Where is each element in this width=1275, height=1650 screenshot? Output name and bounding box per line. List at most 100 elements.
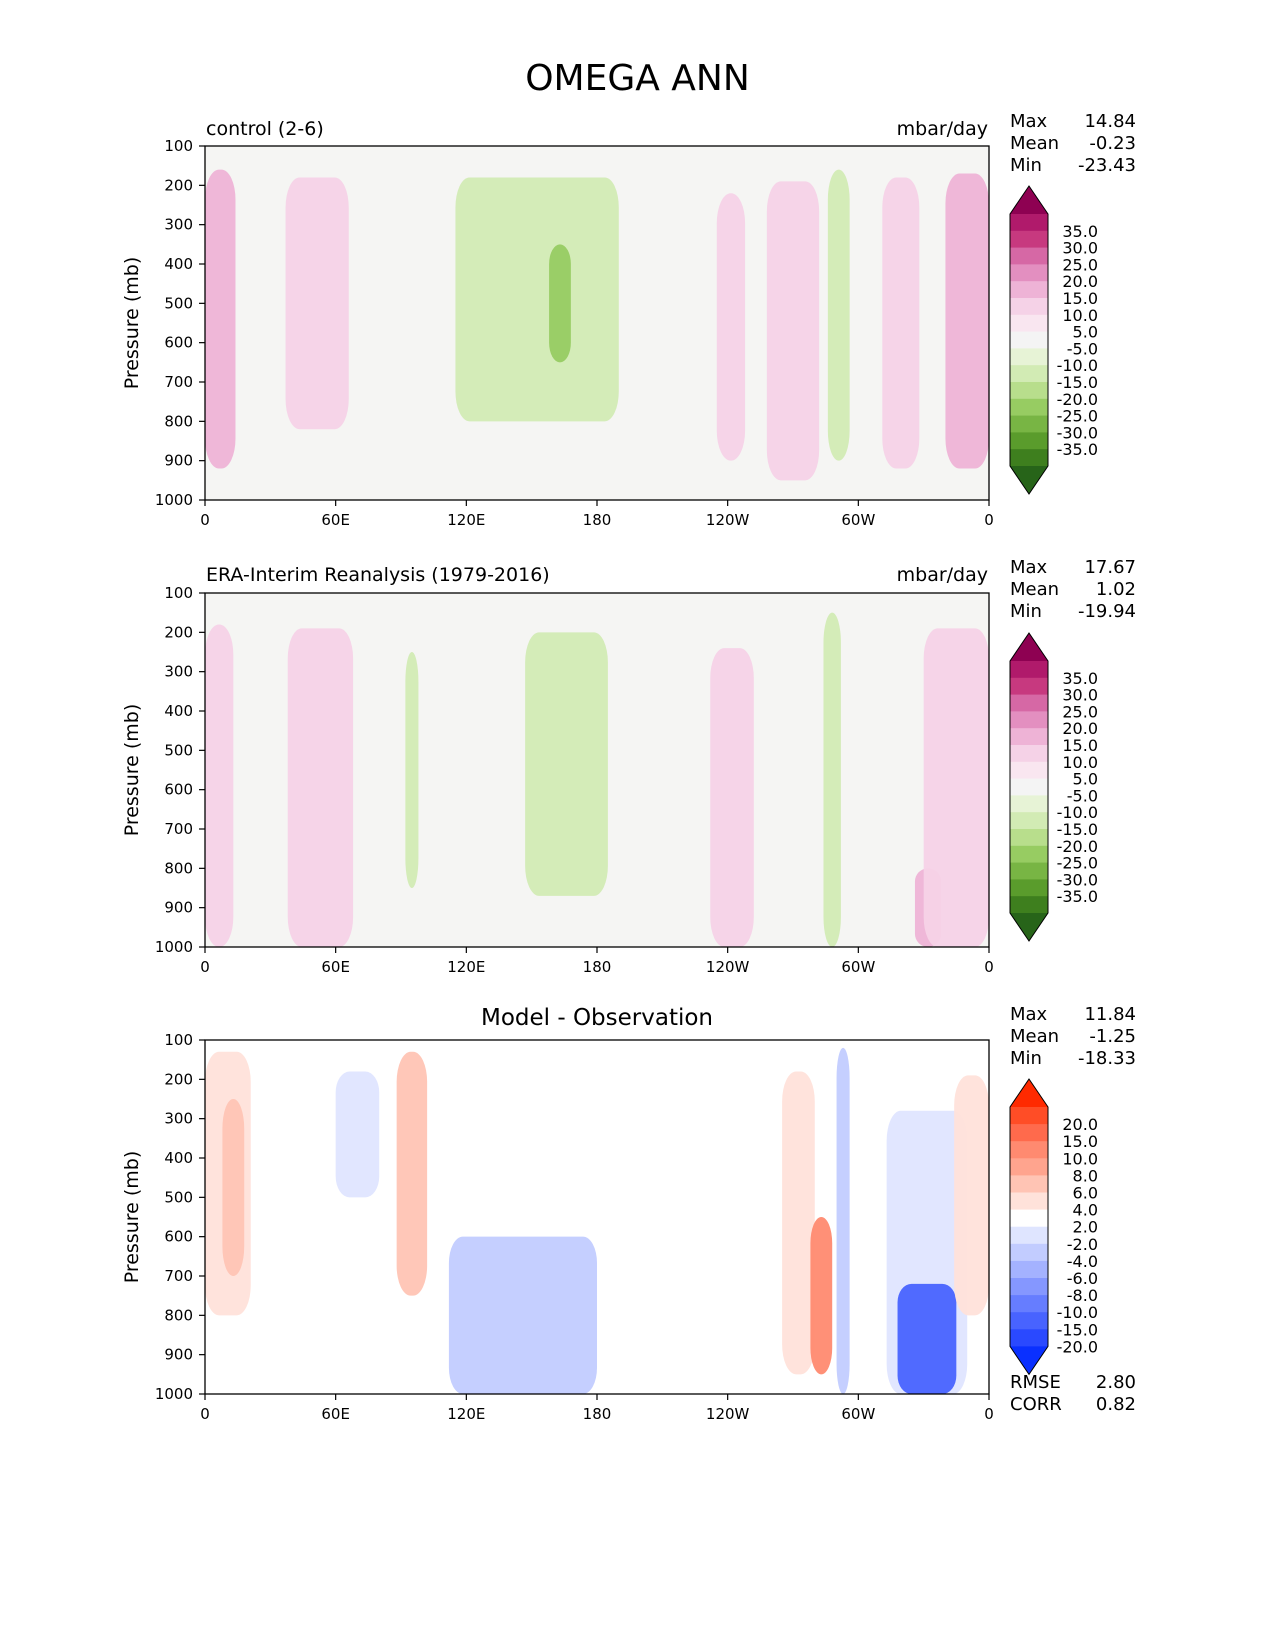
colorbar-swatch xyxy=(1010,415,1048,433)
colorbar-swatch xyxy=(1010,879,1048,897)
contour-field xyxy=(205,169,989,481)
colorbar-swatch xyxy=(1010,711,1048,729)
colorbar-swatch xyxy=(1010,862,1048,880)
colorbar-tick-label: 35.0 xyxy=(1062,222,1098,241)
panel-1-units: mbar/day xyxy=(896,118,988,140)
colorbar-tick-label: -20.0 xyxy=(1057,1337,1098,1356)
x-tick-label: 0 xyxy=(984,511,994,529)
colorbar-swatch xyxy=(1010,214,1048,232)
stat-mean: Mean 1.02 xyxy=(1010,579,1136,600)
panel-2-stats: Max 17.67 Mean 1.02 Min -19.94 xyxy=(1010,557,1136,623)
colorbar-tick-label: -5.0 xyxy=(1067,339,1098,358)
colorbar-swatch xyxy=(1010,1158,1048,1176)
colorbar-tick-label: 30.0 xyxy=(1062,239,1098,258)
colorbar-tick-label: -15.0 xyxy=(1057,373,1098,392)
y-tick-label: 100 xyxy=(164,137,193,155)
contour-feature xyxy=(923,628,989,947)
colorbar-swatch xyxy=(1010,230,1048,249)
y-tick-label: 900 xyxy=(164,452,193,470)
y-tick-label: 600 xyxy=(164,334,193,352)
colorbar-tick-label: 6.0 xyxy=(1073,1184,1098,1203)
colorbar-swatch xyxy=(1010,1295,1048,1313)
x-tick-label: 60W xyxy=(841,958,875,976)
colorbar-swatch xyxy=(1010,1260,1048,1279)
contour-feature xyxy=(823,612,841,947)
contour-feature xyxy=(954,1075,989,1316)
colorbar-tick-label: 8.0 xyxy=(1073,1166,1098,1185)
x-tick-label: 0 xyxy=(984,1405,994,1423)
y-tick-label: 200 xyxy=(164,623,193,641)
colorbar-tick-label: -15.0 xyxy=(1057,1320,1098,1339)
colorbar-tick-label: -4.0 xyxy=(1067,1252,1098,1271)
colorbar-tick-label: 5.0 xyxy=(1073,323,1098,342)
y-tick-label: 300 xyxy=(164,1110,193,1128)
panel-3-title: Model - Observation xyxy=(480,1005,714,1031)
panel-3-skill-stats: RMSE 2.80 CORR 0.82 xyxy=(1010,1372,1136,1416)
colorbar-tick-label: -35.0 xyxy=(1057,440,1098,459)
colorbar-swatch xyxy=(1010,365,1048,383)
x-tick-label: 120W xyxy=(706,511,750,529)
y-axis-label: Pressure (mb) xyxy=(121,257,143,390)
stat-min: Min -18.33 xyxy=(1010,1048,1136,1069)
contour-feature xyxy=(782,1071,815,1375)
colorbar-tick-label: -20.0 xyxy=(1057,390,1098,409)
colorbar-swatch xyxy=(1010,761,1048,780)
colorbar-tick-label: -10.0 xyxy=(1057,803,1098,822)
colorbar-tick-label: 30.0 xyxy=(1062,686,1098,705)
colorbar-tick-label: -8.0 xyxy=(1067,1286,1098,1305)
contour-feature xyxy=(716,193,746,461)
colorbar-tick-label: 25.0 xyxy=(1062,702,1098,721)
x-tick-label: 60E xyxy=(321,958,350,976)
colorbar-tick-label: -15.0 xyxy=(1057,820,1098,839)
colorbar-outline xyxy=(1009,185,1049,495)
colorbar-swatch xyxy=(1010,264,1048,282)
colorbar-outline xyxy=(1009,1078,1049,1376)
x-tick-label: 180 xyxy=(583,511,612,529)
colorbar-swatch xyxy=(1010,1124,1048,1142)
y-tick-label: 700 xyxy=(164,1267,193,1285)
colorbar-swatch xyxy=(1010,314,1048,333)
y-tick-label: 100 xyxy=(164,584,193,602)
x-tick-label: 180 xyxy=(583,1405,612,1423)
colorbar-swatch xyxy=(1010,795,1048,813)
stat-min: Min -23.43 xyxy=(1010,155,1136,176)
colorbar-swatch xyxy=(1010,1278,1048,1296)
contour-field xyxy=(205,612,989,947)
contour-feature xyxy=(882,177,920,469)
x-tick-label: 60W xyxy=(841,511,875,529)
colorbar-swatch xyxy=(1010,1243,1048,1262)
colorbar-swatch xyxy=(1010,449,1048,467)
y-tick-label: 700 xyxy=(164,373,193,391)
stat-max: Max 17.67 xyxy=(1010,557,1136,578)
colorbar-swatch xyxy=(1010,829,1048,847)
panel-1-title: control (2-6) xyxy=(206,118,324,140)
colorbar-tick-label: 5.0 xyxy=(1073,770,1098,789)
y-tick-label: 500 xyxy=(164,294,193,312)
contour-feature xyxy=(287,628,354,947)
stat-min: Min -19.94 xyxy=(1010,601,1136,622)
y-tick-label: 700 xyxy=(164,820,193,838)
y-tick-label: 800 xyxy=(164,412,193,430)
colorbar-tick-label: -30.0 xyxy=(1057,423,1098,442)
colorbar-extend-bottom xyxy=(1010,1346,1048,1375)
colorbar-tick-label: -35.0 xyxy=(1057,887,1098,906)
contour-feature xyxy=(549,244,571,363)
contour-feature xyxy=(455,177,619,422)
colorbar-tick-label: 20.0 xyxy=(1062,1115,1098,1134)
x-tick-label: 0 xyxy=(200,1405,210,1423)
contour-feature xyxy=(810,1217,833,1375)
panel-1-plot: 100 200 300 400 500 600 700 800 900 1000 0 60E 120E 1… xyxy=(121,137,994,529)
colorbar-tick-label: -30.0 xyxy=(1057,870,1098,889)
x-tick-label: 120W xyxy=(706,1405,750,1423)
colorbar-swatch xyxy=(1010,896,1048,914)
colorbar-outline xyxy=(1009,632,1049,942)
contour-feature xyxy=(222,1099,245,1276)
colorbar-swatch xyxy=(1010,1329,1048,1347)
colorbar-swatch xyxy=(1010,812,1048,830)
colorbar-tick-label: 20.0 xyxy=(1062,719,1098,738)
colorbar-extend-top xyxy=(1010,1079,1048,1107)
colorbar-swatch xyxy=(1010,778,1048,796)
contour-feature xyxy=(766,181,820,481)
colorbar-tick-label: 10.0 xyxy=(1062,1149,1098,1168)
figure-title: OMEGA ANN xyxy=(525,58,750,99)
